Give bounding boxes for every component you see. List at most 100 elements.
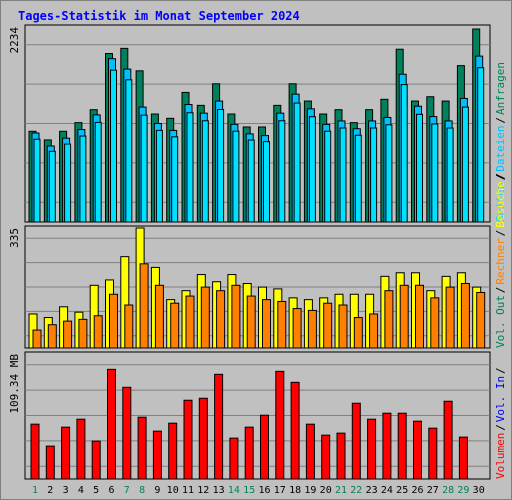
panel-middle: 335	[8, 225, 491, 349]
bar-seiten	[324, 130, 332, 223]
bar-rechner	[32, 329, 42, 349]
bar-rechner	[277, 300, 287, 349]
bar-volumen	[428, 427, 438, 480]
bar-seiten	[232, 130, 240, 223]
bar-seiten	[94, 121, 102, 223]
day-label: 8	[139, 485, 145, 496]
bar-rechner	[185, 295, 195, 349]
day-label: 25	[396, 485, 408, 496]
bar-volumen	[30, 423, 40, 480]
bar-volumen	[45, 445, 55, 480]
chart-title: Tages-Statistik im Monat September 2024	[18, 9, 300, 23]
bar-seiten	[416, 113, 423, 223]
legend-bottom: Volumen / Vol. In /	[494, 367, 507, 479]
panel-top-max-label: 2234	[8, 27, 21, 54]
day-label: 9	[154, 485, 160, 496]
day-label: 19	[304, 485, 316, 496]
bar-seiten	[217, 109, 225, 223]
bar-rechner	[399, 284, 409, 349]
bar-volumen	[336, 432, 346, 480]
bar-seiten	[33, 138, 41, 223]
bar-seiten	[308, 116, 316, 223]
bar-volumen	[382, 412, 392, 480]
legend-item: Seiten	[494, 182, 507, 222]
bar-volumen	[397, 412, 407, 480]
bar-rechner	[109, 293, 118, 349]
panel-bottom: 109.34 MB	[8, 351, 491, 480]
day-label: 2	[47, 485, 53, 496]
panel-bottom-max-label: 109.34 MB	[8, 354, 21, 414]
bar-seiten	[110, 69, 117, 223]
day-label: 4	[78, 485, 84, 496]
bar-rechner	[292, 308, 302, 349]
legend-separator: /	[494, 117, 507, 124]
legend-item: Rechner	[494, 238, 507, 285]
bar-volumen	[367, 418, 377, 480]
bar-seiten	[64, 143, 72, 223]
bar-rechner	[476, 291, 486, 349]
bar-seiten	[171, 136, 179, 223]
bar-rechner	[353, 317, 363, 349]
bar-volumen	[152, 430, 162, 480]
bar-seiten	[461, 106, 469, 223]
bar-volumen	[214, 373, 224, 480]
bar-seiten	[446, 127, 454, 223]
bar-volumen	[290, 381, 300, 480]
bar-seiten	[263, 141, 270, 223]
bar-rechner	[369, 313, 379, 349]
day-label: 1	[32, 485, 38, 496]
legend-separator: /	[494, 230, 507, 237]
legend-item: Vol. Out	[494, 295, 507, 348]
day-label: 12	[197, 485, 209, 496]
bar-seiten	[400, 84, 408, 223]
panel-middle-max-label: 335	[8, 228, 21, 248]
bar-rechner	[47, 324, 57, 349]
bar-rechner	[415, 284, 424, 349]
bar-seiten	[354, 134, 362, 223]
legend-separator: /	[494, 287, 507, 294]
bar-seiten	[48, 150, 56, 223]
bar-seiten	[140, 114, 148, 223]
bar-seiten	[339, 127, 347, 223]
bar-volumen	[458, 436, 468, 480]
bar-volumen	[91, 440, 101, 480]
bar-seiten	[247, 139, 255, 223]
day-label: 3	[63, 485, 69, 496]
legend-item: Anfragen	[494, 62, 507, 115]
bar-seiten	[278, 120, 286, 223]
bar-rechner	[246, 295, 256, 349]
bar-seiten	[79, 135, 87, 223]
bar-volumen	[260, 414, 269, 480]
day-label: 27	[427, 485, 439, 496]
bar-seiten	[201, 120, 209, 223]
day-label: 24	[381, 485, 393, 496]
day-label: 29	[457, 485, 469, 496]
day-label: 22	[350, 485, 362, 496]
bar-volumen	[168, 422, 178, 480]
legend-top: Seiten/Dateien/Anfragen	[494, 62, 507, 222]
bar-seiten	[370, 127, 378, 223]
day-label: 21	[335, 485, 347, 496]
bar-seiten	[293, 102, 301, 223]
day-label: 13	[213, 485, 225, 496]
bar-volumen	[76, 418, 86, 480]
day-label: 5	[93, 485, 99, 496]
day-label: 16	[258, 485, 270, 496]
legend-separator: /	[494, 174, 507, 181]
day-axis: 1 2 3 4 5 6 7 8 9 10 11 12 13 14 15 16 17 18 19 20 21 22 23 24 2…	[32, 485, 485, 496]
day-label: 23	[366, 485, 378, 496]
bar-rechner	[384, 290, 394, 349]
day-label: 28	[442, 485, 454, 496]
day-label: 26	[411, 485, 423, 496]
legend-item: Besuche	[494, 181, 507, 227]
bar-volumen	[275, 370, 285, 480]
bar-rechner	[63, 320, 73, 349]
bar-rechner	[231, 284, 241, 349]
day-label: 10	[167, 485, 179, 496]
bar-seiten	[186, 112, 194, 223]
bar-rechner	[307, 309, 317, 349]
bar-seiten	[431, 123, 439, 223]
day-label: 17	[274, 485, 286, 496]
panel-top: 2234	[8, 24, 491, 223]
